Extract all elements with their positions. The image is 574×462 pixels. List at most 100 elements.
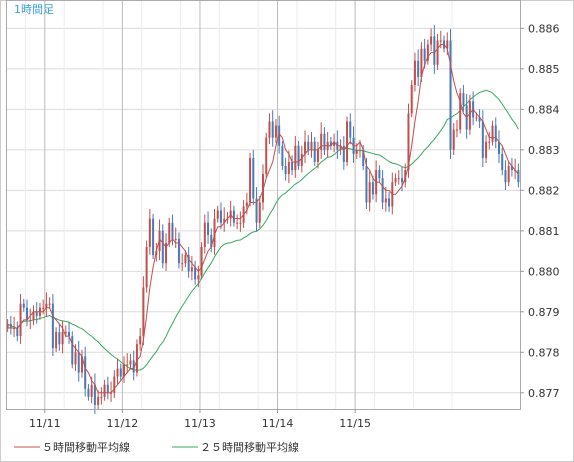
candle-body: [142, 287, 145, 337]
candle-body: [68, 332, 71, 337]
candle-body: [77, 352, 80, 373]
candle-body: [190, 267, 193, 272]
candle-body: [84, 356, 87, 389]
y-tick-label: 0.878: [528, 346, 560, 359]
x-tick-label: 11/13: [184, 417, 216, 430]
candle-body: [278, 125, 281, 146]
candle-body: [365, 166, 368, 203]
candle-body: [58, 332, 61, 345]
candle-body: [462, 93, 465, 106]
ma5-line-group: [7, 44, 519, 394]
candle-body: [97, 396, 100, 405]
candle-body: [507, 166, 510, 183]
candle-body: [436, 40, 439, 65]
candle-body: [165, 242, 168, 264]
x-tick-label: 11/14: [262, 417, 294, 430]
candle-body: [274, 125, 277, 138]
candle-body: [9, 323, 12, 329]
candle-body: [310, 141, 313, 150]
candle-body: [110, 392, 113, 394]
ma25-line: [6, 89, 519, 371]
ma25-line-group: [6, 89, 519, 371]
candle-body: [355, 149, 358, 154]
legend-ma25-label: ２５時間移動平均線: [200, 440, 299, 454]
candle-body: [213, 218, 216, 248]
y-tick-label: 0.877: [528, 387, 560, 400]
candle-body: [184, 255, 187, 264]
candle-body: [452, 129, 455, 150]
candle-body: [281, 145, 284, 167]
candle-body: [42, 307, 45, 309]
candle-body: [430, 36, 433, 45]
candle-body: [401, 178, 404, 183]
candle-body: [517, 170, 520, 183]
candle-body: [316, 149, 319, 162]
x-tick-label: 11/11: [29, 417, 61, 430]
candle-body: [433, 36, 436, 65]
candle-body: [93, 384, 96, 405]
x-tick-label: 11/15: [339, 417, 371, 430]
candle-body: [265, 137, 268, 175]
candle-body: [271, 121, 274, 138]
candle-body: [139, 336, 142, 345]
candle-body: [232, 210, 235, 223]
candle-body: [329, 141, 332, 146]
candle-body: [19, 303, 22, 337]
candle-body: [74, 352, 77, 365]
candle-body: [381, 178, 384, 203]
candle-body: [45, 303, 48, 308]
candle-body: [152, 218, 155, 256]
y-tick-label: 0.881: [528, 225, 560, 238]
candle-body: [368, 182, 371, 203]
candle-body: [223, 218, 226, 223]
candle-body: [6, 323, 9, 329]
candle-body: [371, 182, 374, 195]
candle-body: [158, 230, 161, 252]
y-tick-label: 0.880: [528, 265, 560, 278]
candle-body: [497, 141, 500, 154]
candle-body: [148, 218, 151, 248]
candle-body: [100, 396, 103, 398]
candle-body: [22, 303, 25, 308]
x-axis: 11/11 11/12 11/13 11/14 11/15: [29, 409, 371, 430]
y-axis: 0.877 0.878 0.879 0.880 0.881 0.882 0.883 0.884…: [520, 22, 560, 400]
candle-body: [203, 222, 206, 248]
candle-body: [245, 202, 248, 207]
candle-body: [71, 336, 74, 365]
y-tick-label: 0.882: [528, 184, 560, 197]
candle-body: [268, 121, 271, 138]
candle-body: [239, 222, 242, 224]
candle-body: [177, 238, 180, 264]
candle-body: [210, 234, 213, 248]
candle-body: [378, 170, 381, 179]
candle-body: [339, 145, 342, 150]
candle-body: [423, 48, 426, 61]
candle-body: [207, 222, 210, 235]
candle-body: [258, 202, 261, 223]
chart-grid: [6, 0, 520, 409]
candle-body: [236, 222, 239, 224]
y-tick-label: 0.879: [528, 306, 560, 319]
candle-body: [26, 307, 29, 320]
candle-body: [135, 344, 138, 373]
candle-body: [48, 303, 51, 305]
candle-body: [35, 311, 38, 316]
candle-body: [29, 319, 32, 321]
legend: ５時間移動平均線 ２５時間移動平均線: [14, 440, 299, 454]
plot-area-border: [6, 0, 521, 410]
candle-body: [455, 129, 458, 131]
candle-body: [397, 178, 400, 180]
candle-body: [55, 332, 58, 349]
candle-body: [510, 166, 513, 171]
candle-body: [252, 157, 255, 199]
candle-body: [488, 141, 491, 143]
candle-body: [394, 178, 397, 183]
candle-body: [494, 125, 497, 142]
y-tick-label: 0.885: [528, 63, 560, 76]
candle-body: [187, 255, 190, 272]
candle-body: [197, 275, 200, 280]
candle-body: [478, 117, 481, 122]
candle-body: [126, 364, 129, 366]
timeframe-label: 1時間足: [14, 3, 54, 16]
